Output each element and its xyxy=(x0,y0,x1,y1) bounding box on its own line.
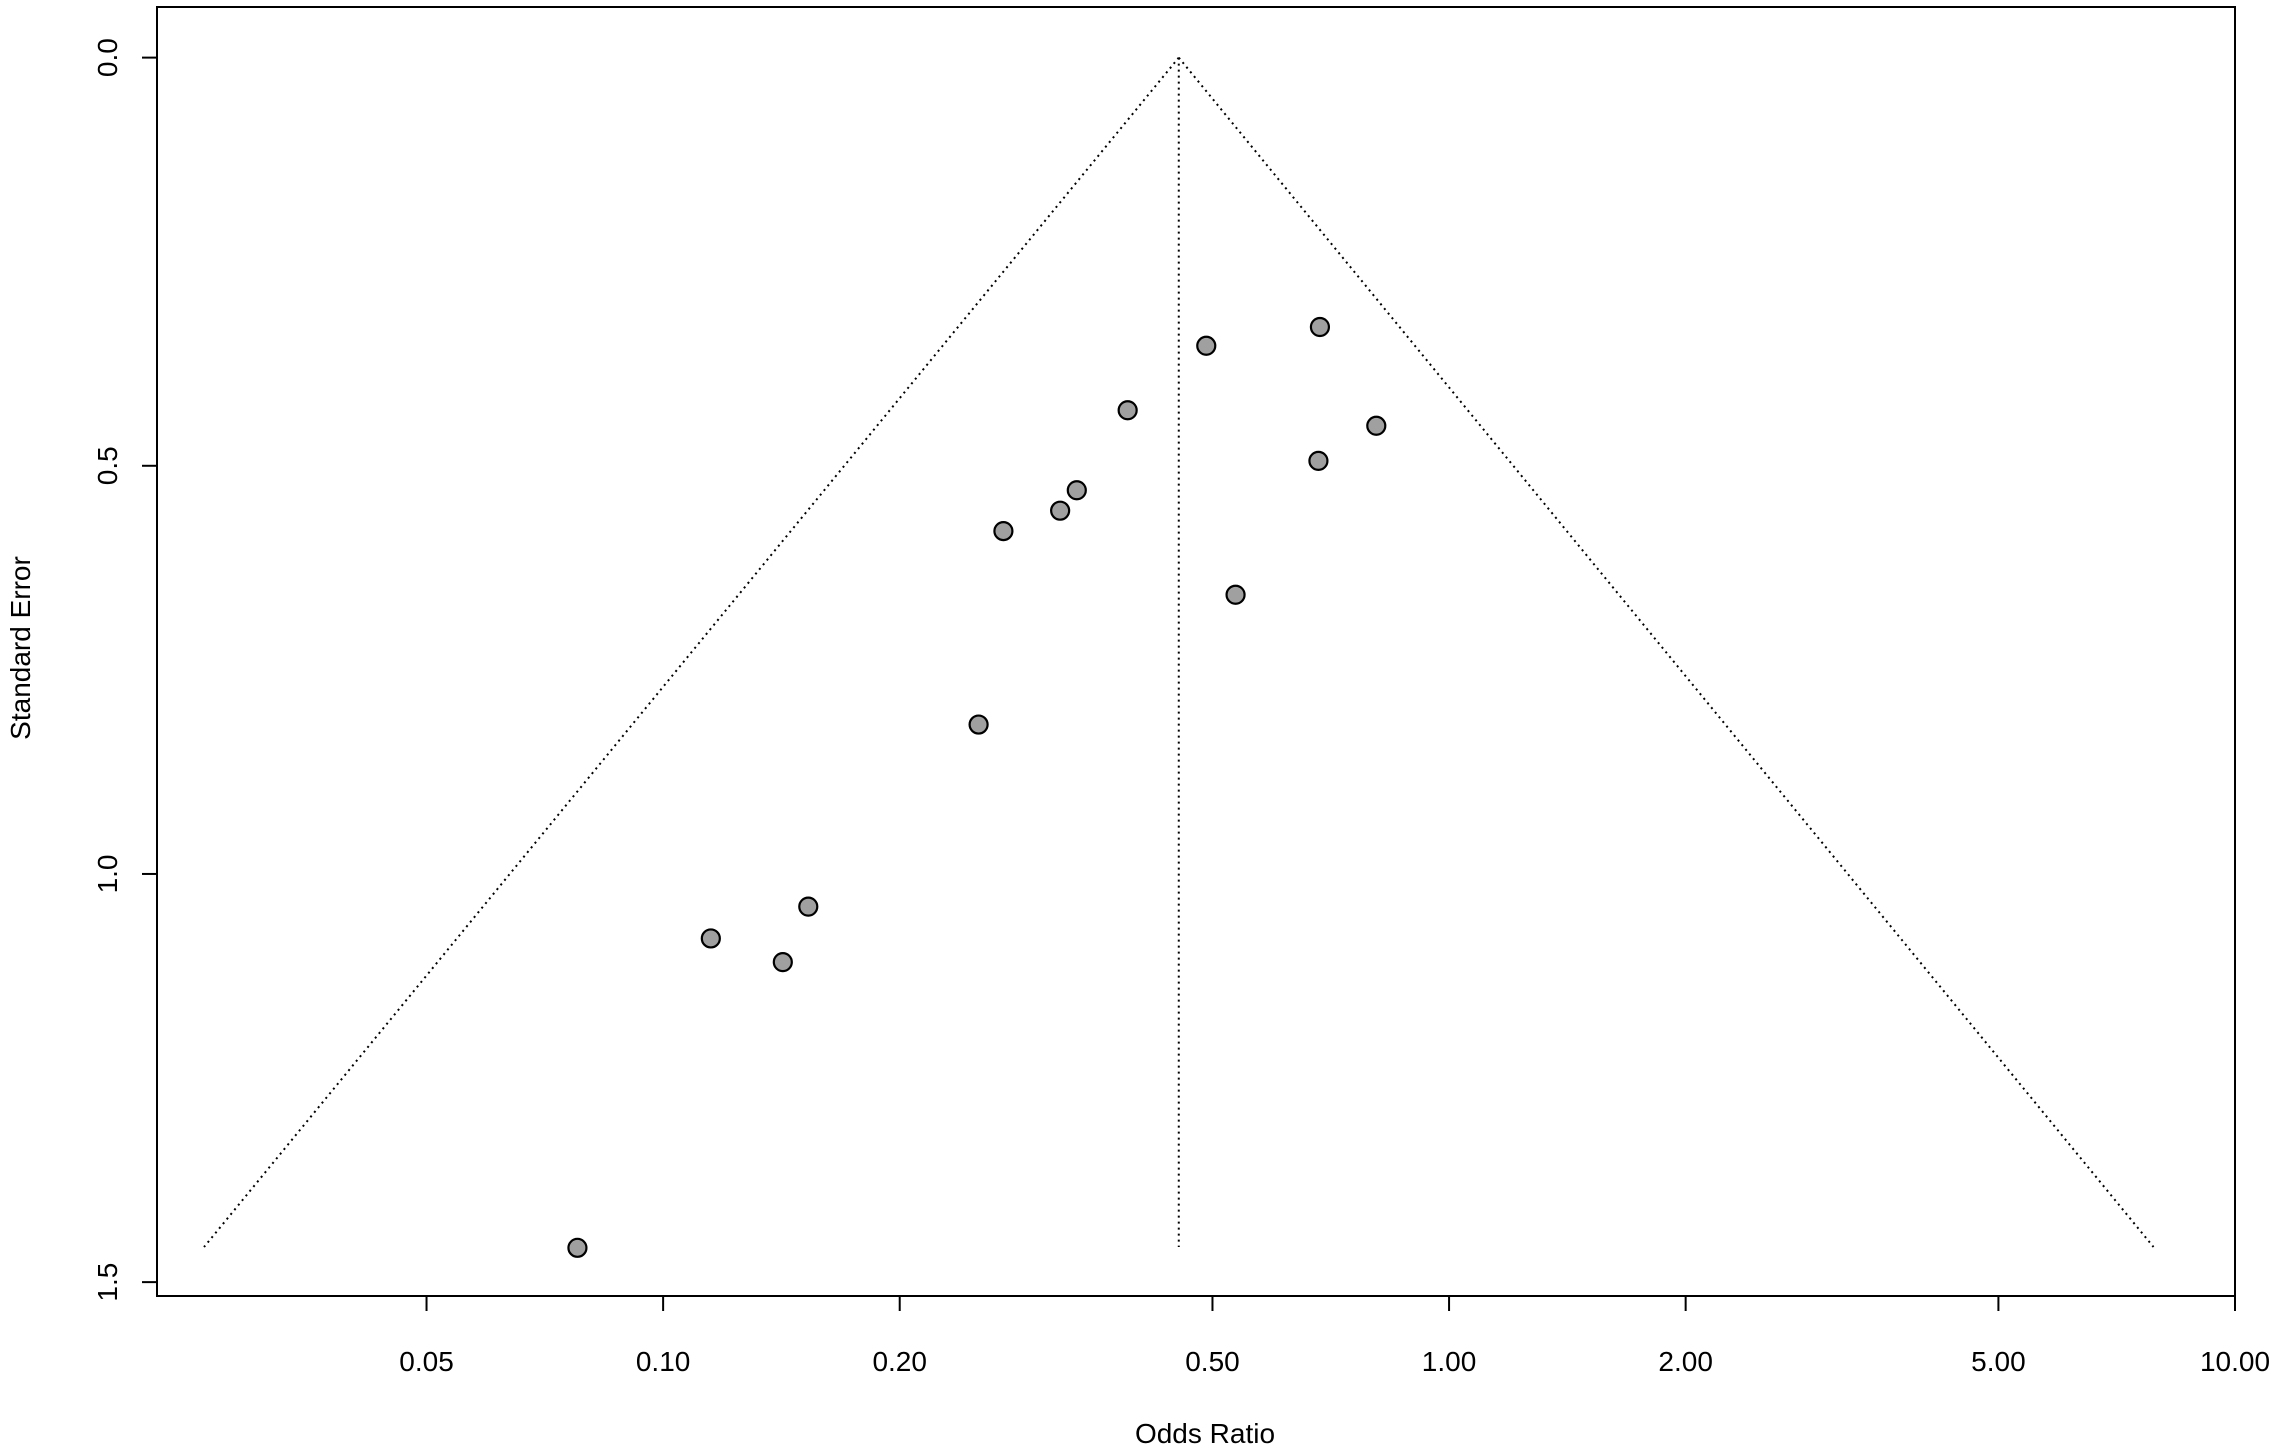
study-point xyxy=(968,714,989,735)
study-point xyxy=(798,896,819,917)
study-point xyxy=(567,1237,588,1258)
study-point xyxy=(1366,415,1387,436)
x-tick-label: 2.00 xyxy=(1658,1346,1713,1377)
x-tick-label: 5.00 xyxy=(1971,1346,2026,1377)
x-tick-label: 0.20 xyxy=(872,1346,927,1377)
x-tick-label: 0.50 xyxy=(1185,1346,1240,1377)
study-point xyxy=(772,952,793,973)
study-point xyxy=(1309,316,1331,338)
plot-frame xyxy=(156,6,2236,1297)
funnel-left xyxy=(203,56,1180,1248)
y-axis-title: Standard Error xyxy=(5,556,36,740)
y-tick-label: 1.5 xyxy=(92,1263,123,1302)
x-tick-label: 0.10 xyxy=(636,1346,691,1377)
study-point xyxy=(1308,450,1329,471)
study-point xyxy=(1066,480,1087,501)
study-point xyxy=(1117,400,1138,421)
x-axis-title: Odds Ratio xyxy=(1135,1418,1275,1449)
study-point xyxy=(1225,584,1246,605)
x-tick-label: 10.00 xyxy=(2200,1346,2270,1377)
study-point xyxy=(1050,500,1071,521)
x-tick-label: 1.00 xyxy=(1422,1346,1477,1377)
x-tick-label: 0.05 xyxy=(399,1346,454,1377)
study-point xyxy=(1196,335,1217,356)
study-point xyxy=(700,928,721,949)
funnel-right xyxy=(1178,56,2155,1248)
y-tick-label: 1.0 xyxy=(92,854,123,893)
study-point xyxy=(993,520,1014,542)
y-tick-label: 0.5 xyxy=(92,446,123,485)
y-tick-label: 0.0 xyxy=(92,38,123,77)
